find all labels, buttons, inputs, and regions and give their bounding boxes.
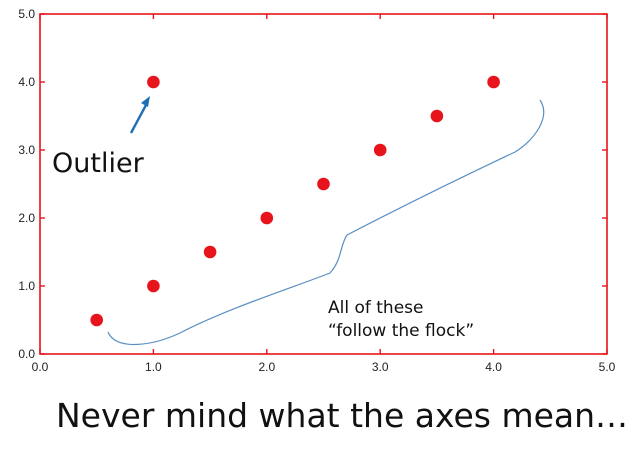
x-tick-label: 5.0 bbox=[599, 360, 616, 374]
data-point bbox=[147, 279, 160, 293]
flock-label-line2: “follow the flock” bbox=[328, 321, 474, 341]
y-tick-label: 4.0 bbox=[18, 75, 35, 89]
outlier-arrow-shaft bbox=[129, 104, 148, 134]
y-tick-label: 1.0 bbox=[18, 279, 35, 293]
y-tick-label: 2.0 bbox=[18, 211, 35, 225]
x-tick-label: 4.0 bbox=[485, 360, 502, 374]
y-tick-label: 3.0 bbox=[18, 143, 35, 157]
axes bbox=[39, 13, 608, 355]
plot-frame bbox=[39, 13, 608, 355]
data-point bbox=[147, 75, 160, 89]
data-point bbox=[203, 245, 217, 259]
data-point bbox=[373, 143, 387, 157]
data-points bbox=[90, 75, 500, 327]
data-point bbox=[487, 75, 500, 89]
flock-brace-path bbox=[107, 99, 545, 346]
data-point bbox=[90, 313, 103, 327]
x-tick-label: 3.0 bbox=[372, 360, 389, 374]
flock-brace bbox=[107, 99, 545, 346]
x-tick-label: 2.0 bbox=[258, 360, 275, 374]
caption: Never mind what the axes mean… bbox=[56, 396, 629, 435]
outlier-label: Outlier bbox=[52, 148, 145, 179]
y-tick-label: 5.0 bbox=[18, 7, 35, 21]
x-tick-label: 1.0 bbox=[145, 360, 162, 374]
x-tick-label: 0.0 bbox=[32, 360, 49, 374]
data-point bbox=[430, 109, 444, 123]
tick-labels: 0.0 1.0 2.0 3.0 4.0 5.0 0.0 1.0 2.0 3.0 4.0 5.0 bbox=[18, 7, 615, 374]
flock-label-line1: All of these bbox=[328, 298, 423, 318]
data-point bbox=[317, 177, 330, 191]
outlier-arrow bbox=[129, 96, 150, 134]
data-point bbox=[260, 211, 274, 225]
y-tick-label: 0.0 bbox=[18, 347, 35, 361]
outlier-arrow-head bbox=[141, 96, 150, 107]
